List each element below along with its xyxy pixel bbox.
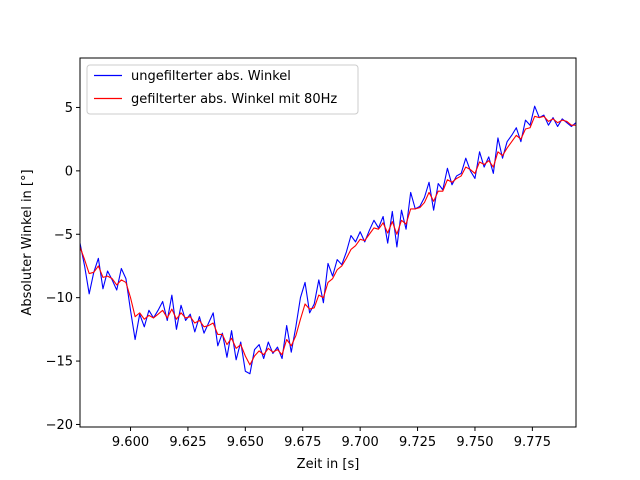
x-tick-label: 9.775 [514,435,551,450]
y-tick-label: 5 [65,101,73,116]
legend: ungefilterter abs. Winkel gefilterter ab… [86,64,359,115]
y-tick-label: −10 [46,291,73,306]
x-axis-ticks: 9.600 9.625 9.650 9.675 9.700 9.725 9.750 9.775 [112,427,551,450]
x-tick-label: 9.675 [284,435,321,450]
x-axis-label: Zeit in [s] [297,457,360,472]
x-tick-label: 9.700 [342,435,379,450]
series-line-ungefiltert [79,105,577,375]
plot-frame [79,57,577,428]
y-tick-label: −5 [54,228,73,243]
legend-label-gefiltert: gefilterter abs. Winkel mit 80Hz [131,92,337,107]
y-tick-label: −20 [46,418,73,433]
x-tick-label: 9.750 [456,435,493,450]
y-tick-label: 0 [65,164,73,179]
series-layer [79,105,577,375]
x-tick-label: 9.600 [112,435,149,450]
x-tick-label: 9.650 [227,435,264,450]
series-line-gefiltert [79,115,576,366]
y-tick-label: −15 [46,355,73,370]
legend-box [86,64,359,115]
legend-label-ungefiltert: ungefilterter abs. Winkel [131,69,291,84]
x-tick-label: 9.625 [169,435,206,450]
plot-area [80,58,576,427]
y-axis-label: Absoluter Winkel in [°] [20,169,35,315]
y-axis-ticks: −20 −15 −10 −5 0 5 [46,101,80,433]
x-tick-label: 9.725 [399,435,436,450]
